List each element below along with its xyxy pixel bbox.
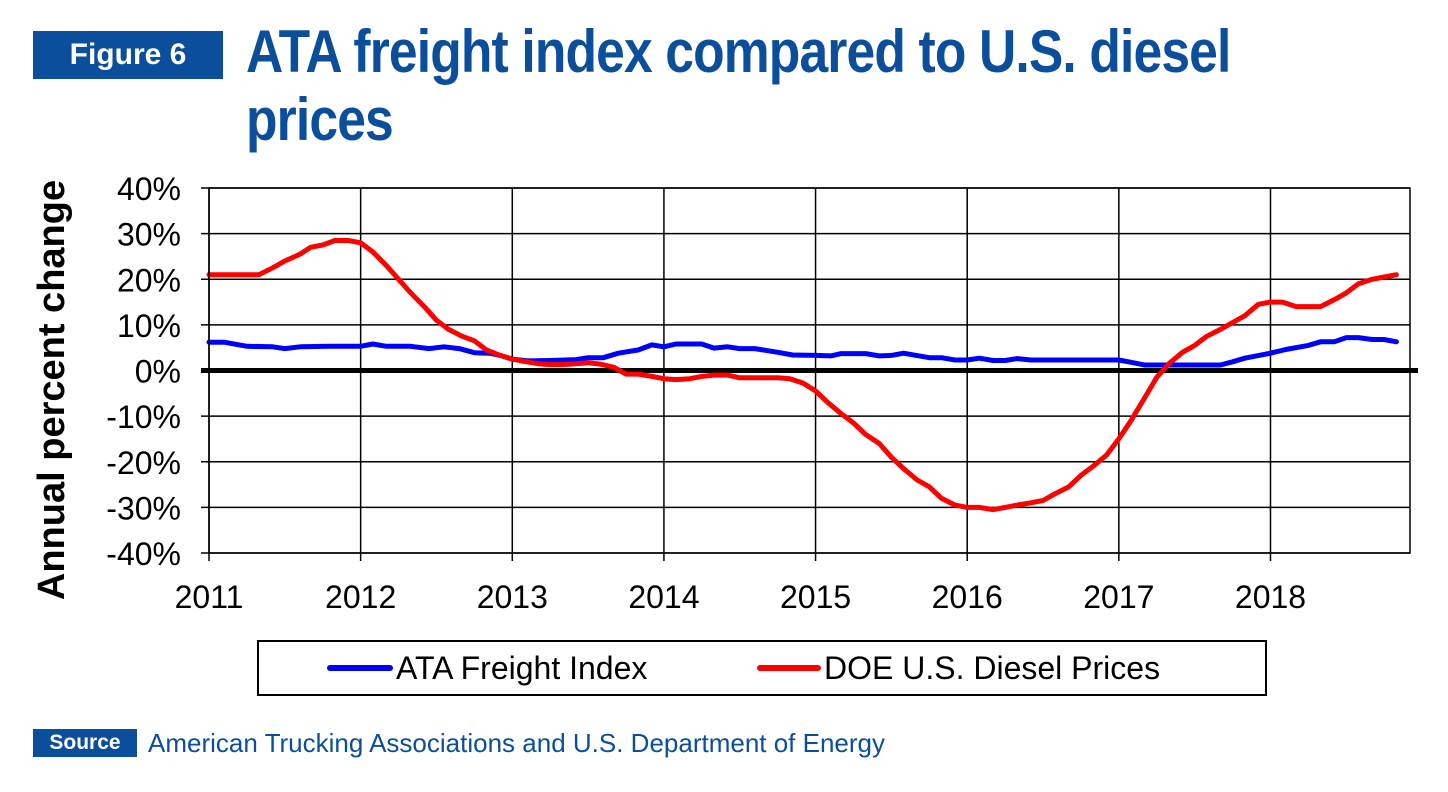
x-tick-label: 2014 <box>628 579 699 615</box>
series-line-freight <box>206 335 1399 368</box>
y-tick-label: -10% <box>106 399 181 435</box>
series-layer <box>206 238 1399 513</box>
x-tick-label: 2018 <box>1235 579 1306 615</box>
legend: ATA Freight Index DOE U.S. Diesel Prices <box>257 640 1267 696</box>
x-tick-label: 2011 <box>175 579 244 615</box>
x-tick-label: 2017 <box>1083 579 1154 615</box>
y-tick-label: 30% <box>117 217 181 253</box>
y-tick-label: -30% <box>106 490 181 526</box>
y-tick-label: 0% <box>135 354 181 390</box>
x-tick-label: 2016 <box>932 579 1003 615</box>
y-axis-label: Annual percent change <box>31 180 73 600</box>
legend-label-freight: ATA Freight Index <box>396 650 647 686</box>
y-tick-labels: 40% 30% 20% 10% 0% -10% -20% -30% -40% <box>106 171 181 572</box>
figure-title: ATA freight index compared to U.S. diese… <box>246 18 1231 153</box>
source-text: American Trucking Associations and U.S. … <box>148 728 886 758</box>
y-tick-label: -40% <box>106 536 181 572</box>
figure-label: Figure 6 <box>33 31 223 79</box>
x-tick-label: 2015 <box>780 579 851 615</box>
x-tick-labels: 2011 2012 2013 2014 2015 2016 2017 2018 <box>175 579 1306 615</box>
y-tick-label: -20% <box>106 445 181 481</box>
plot-frame <box>208 187 1411 554</box>
y-tick-label: 10% <box>117 308 181 344</box>
y-tick-label: 20% <box>117 262 181 298</box>
y-tick-label: 40% <box>117 171 181 207</box>
legend-box <box>257 640 1267 696</box>
grid-lines <box>201 187 1410 561</box>
legend-label-diesel: DOE U.S. Diesel Prices <box>824 650 1160 686</box>
source-label: Source <box>33 729 137 757</box>
series-line-diesel <box>206 238 1399 513</box>
x-tick-label: 2012 <box>325 579 396 615</box>
x-tick-label: 2013 <box>477 579 548 615</box>
